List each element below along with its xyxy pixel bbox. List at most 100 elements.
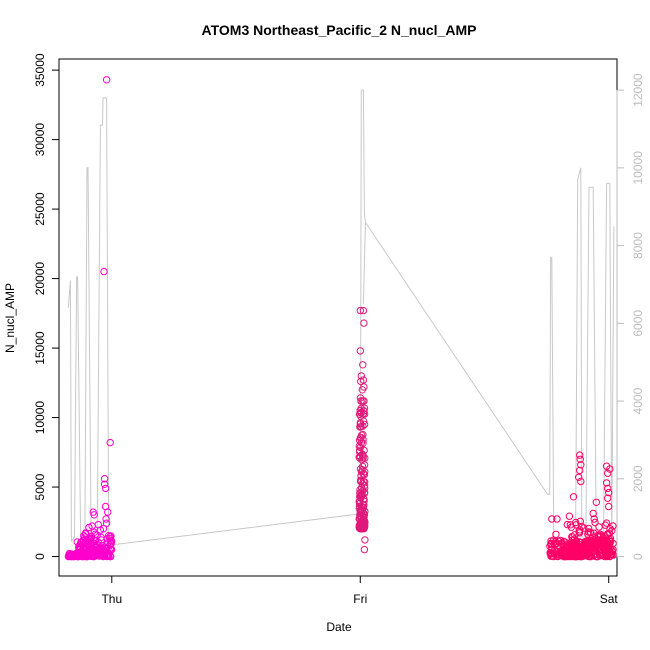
- data-point: [605, 542, 613, 550]
- data-point: [96, 526, 105, 534]
- data-point: [549, 552, 558, 561]
- data-point: [576, 451, 584, 459]
- point-cluster-0: [64, 76, 116, 561]
- right-tick-label: 6000: [631, 310, 645, 337]
- data-point: [358, 466, 367, 474]
- data-point: [589, 509, 597, 518]
- data-point: [360, 511, 369, 519]
- data-point: [360, 410, 369, 418]
- data-point: [355, 410, 364, 419]
- data-point: [548, 515, 556, 523]
- data-point: [73, 538, 81, 546]
- right-tick-label: 4000: [631, 387, 645, 414]
- point-cluster-1: [355, 306, 369, 554]
- data-point: [606, 544, 615, 552]
- left-tick-label: 25000: [33, 192, 47, 226]
- data-point: [359, 478, 368, 486]
- data-point: [552, 530, 560, 538]
- data-point: [86, 550, 94, 558]
- data-point: [560, 552, 568, 561]
- data-point: [606, 552, 615, 560]
- data-point: [357, 377, 365, 386]
- data-point: [359, 436, 367, 444]
- data-point: [580, 524, 588, 532]
- data-point: [553, 515, 561, 523]
- data-point: [357, 372, 365, 380]
- data-point: [609, 522, 617, 530]
- data-point: [578, 552, 586, 560]
- data-point: [81, 551, 90, 560]
- data-point: [107, 539, 115, 547]
- data-point: [590, 515, 598, 523]
- left-tick-label: 35000: [33, 53, 47, 87]
- data-point: [356, 306, 364, 315]
- data-point: [356, 443, 364, 452]
- data-point: [100, 267, 108, 276]
- data-point: [357, 433, 365, 442]
- data-point: [566, 543, 574, 552]
- data-point: [359, 509, 368, 517]
- data-point: [592, 498, 600, 506]
- data-point: [102, 515, 110, 523]
- data-point: [357, 408, 365, 417]
- left-tick-label: 30000: [33, 123, 47, 157]
- data-point: [81, 530, 90, 538]
- data-point: [77, 538, 85, 547]
- data-point: [73, 551, 82, 560]
- data-point: [577, 544, 585, 552]
- data-point: [360, 545, 369, 554]
- data-point: [602, 519, 611, 527]
- data-point: [100, 480, 109, 488]
- data-point: [566, 521, 575, 529]
- data-point: [604, 484, 612, 493]
- data-point: [577, 477, 585, 486]
- altitude-line: [67, 89, 615, 547]
- data-point: [97, 536, 106, 544]
- data-point: [102, 519, 111, 527]
- data-point: [359, 397, 367, 405]
- data-point: [584, 530, 592, 538]
- data-point: [102, 544, 111, 552]
- data-point: [83, 548, 92, 556]
- data-point: [553, 550, 561, 559]
- data-point: [569, 551, 577, 559]
- data-point: [590, 544, 598, 552]
- data-point: [102, 76, 111, 84]
- data-point: [103, 551, 111, 559]
- data-point: [564, 552, 572, 560]
- data-point: [356, 493, 364, 501]
- data-point: [575, 473, 583, 481]
- data-point: [576, 455, 584, 463]
- data-point: [599, 536, 607, 545]
- data-point: [595, 523, 603, 531]
- right-tick-label: 0: [631, 553, 645, 560]
- right-tick-label: 8000: [631, 232, 645, 259]
- data-point: [606, 534, 615, 542]
- data-point: [359, 454, 367, 462]
- data-point: [605, 488, 613, 497]
- left-tick-label: 5000: [33, 473, 47, 500]
- data-point: [91, 530, 99, 538]
- data-point: [86, 547, 94, 556]
- right-tick-label: 10000: [631, 151, 645, 185]
- left-tick-label: 10000: [33, 401, 47, 435]
- left-tick-label: 15000: [33, 331, 47, 365]
- data-point: [555, 542, 563, 550]
- data-point: [602, 479, 611, 487]
- data-point: [565, 512, 574, 520]
- data-point: [604, 494, 612, 502]
- right-tick-label: 12000: [631, 73, 645, 107]
- data-point: [594, 533, 602, 541]
- bottom-tick-label: Sat: [600, 592, 619, 606]
- data-point: [570, 541, 578, 550]
- chart-title: ATOM3 Northeast_Pacific_2 N_nucl_AMP: [202, 22, 477, 38]
- data-point: [88, 522, 96, 530]
- data-point: [576, 466, 584, 475]
- points-layer: [64, 76, 617, 561]
- data-point: [359, 306, 368, 315]
- data-point: [106, 534, 114, 543]
- data-point: [569, 493, 578, 501]
- data-point: [360, 489, 369, 497]
- data-point: [356, 423, 364, 431]
